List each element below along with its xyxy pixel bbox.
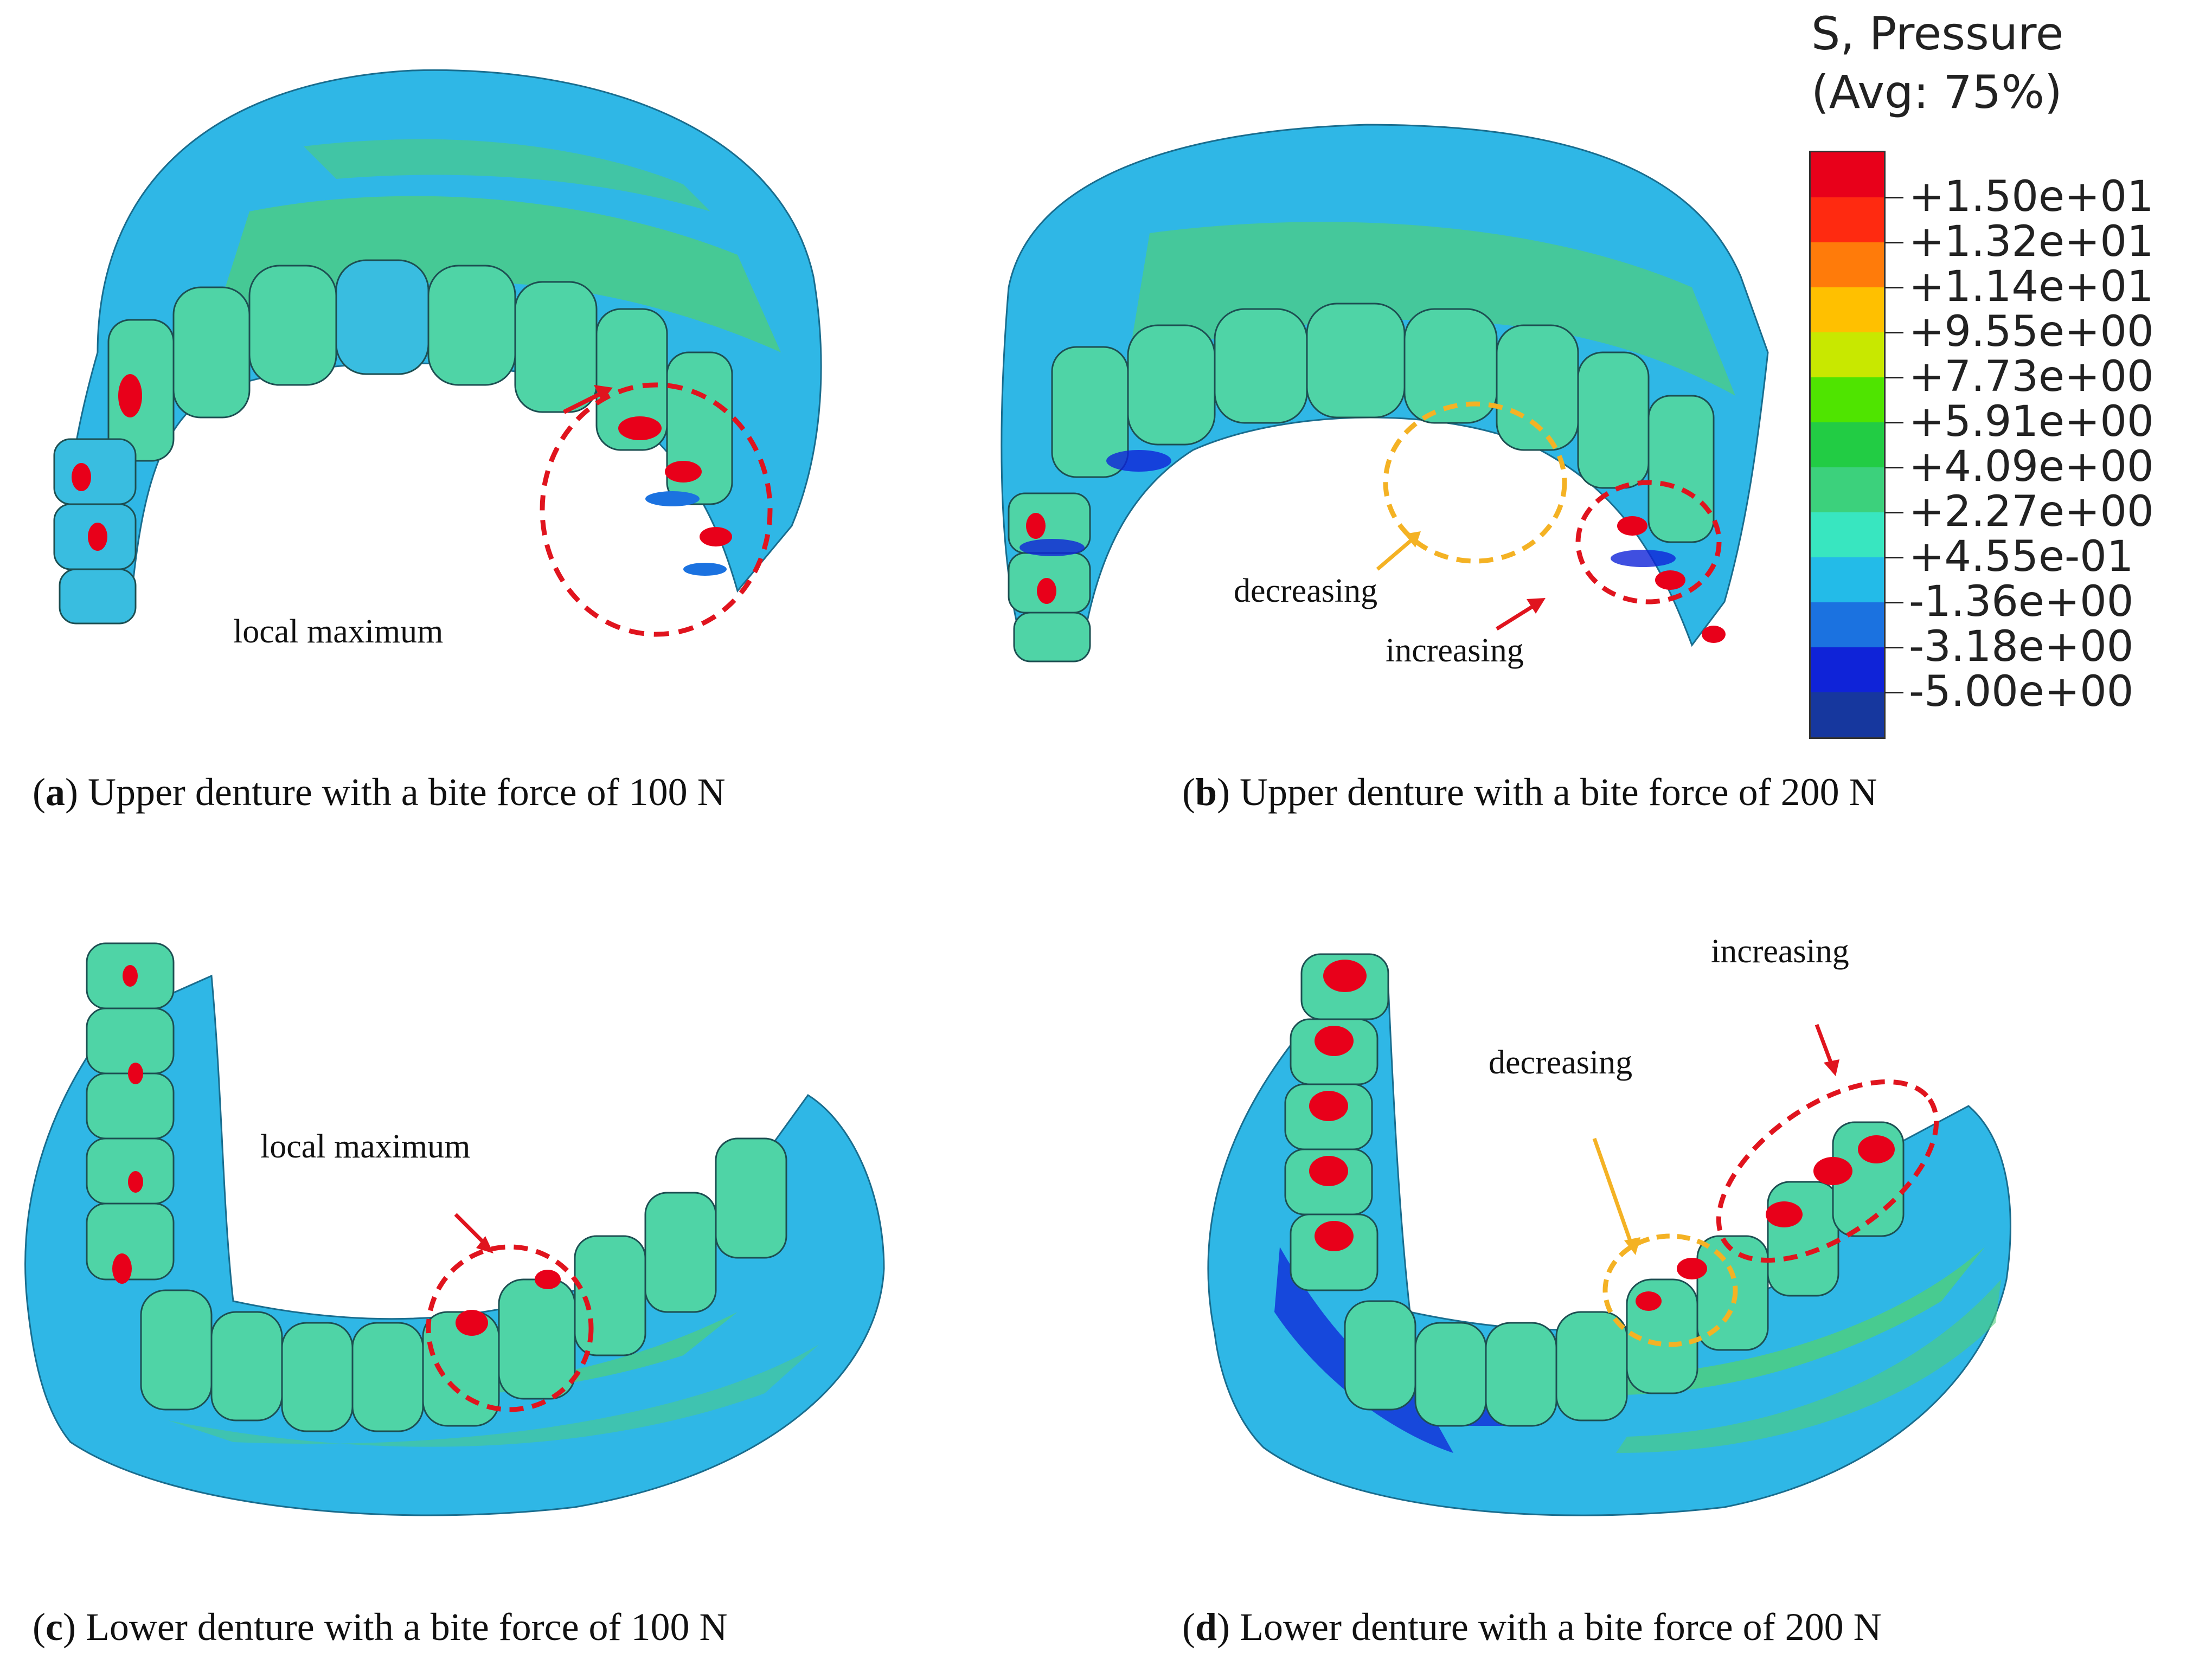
color-scale-tick (1885, 647, 1903, 648)
color-scale-tick (1885, 377, 1903, 378)
color-scale-cell (1811, 467, 1884, 512)
color-scale-tick (1885, 692, 1903, 693)
color-scale-label: +1.14e+01 (1909, 262, 2154, 311)
color-scale-tick (1885, 557, 1903, 558)
caption-c-letter: c (45, 1605, 63, 1649)
color-scale-label: +4.55e-01 (1909, 532, 2134, 581)
color-scale-tick (1885, 422, 1903, 423)
annotation-increasing-d: increasing (1711, 933, 1849, 970)
color-scale-label: -1.36e+00 (1909, 577, 2134, 626)
caption-b-letter: b (1195, 770, 1217, 814)
color-scale-tick (1885, 512, 1903, 513)
color-scale-cell (1811, 242, 1884, 287)
color-scale-cell (1811, 647, 1884, 692)
legend-title-line2: (Avg: 75%) (1811, 66, 2062, 119)
color-scale-label: +9.55e+00 (1909, 307, 2154, 356)
color-scale-label: +7.73e+00 (1909, 352, 2154, 401)
caption-b: (b) Upper denture with a bite force of 2… (1182, 770, 1877, 814)
annotation-decreasing-d: decreasing (1489, 1044, 1633, 1081)
color-scale-tick (1885, 467, 1903, 468)
annotation-increasing-b: increasing (1386, 632, 1524, 669)
color-scale-cell (1811, 602, 1884, 647)
panel-a-image (33, 49, 846, 672)
annotation-local-maximum-a: local maximum (233, 613, 444, 650)
color-scale-tick (1885, 602, 1903, 603)
color-scale-tick (1885, 242, 1903, 243)
color-scale-label: -3.18e+00 (1909, 622, 2134, 671)
panel-b-image (987, 114, 1800, 683)
caption-d-letter: d (1195, 1605, 1217, 1649)
color-scale-cell (1811, 692, 1884, 737)
color-scale-label: +2.27e+00 (1909, 487, 2154, 536)
color-scale-cell (1811, 377, 1884, 422)
caption-c-text: Lower denture with a bite force of 100 N (85, 1605, 728, 1649)
caption-d: (d) Lower denture with a bite force of 2… (1182, 1605, 1882, 1649)
color-scale-cell (1811, 197, 1884, 242)
color-scale-bar (1809, 151, 1886, 739)
panel-c-image (5, 932, 906, 1540)
annotation-decreasing-b: decreasing (1234, 573, 1378, 609)
color-scale-tick (1885, 197, 1903, 198)
color-scale-label: -5.00e+00 (1909, 667, 2134, 716)
caption-a-text: Upper denture with a bite force of 100 N (87, 770, 726, 814)
color-scale-label: +5.91e+00 (1909, 397, 2154, 446)
legend-title-line1: S, Pressure (1811, 7, 2064, 60)
annotation-local-maximum-c: local maximum (260, 1128, 471, 1165)
color-scale-cell (1811, 287, 1884, 332)
caption-a-letter: a (45, 770, 65, 814)
caption-b-text: Upper denture with a bite force of 200 N (1240, 770, 1877, 814)
color-scale-label: +4.09e+00 (1909, 442, 2154, 491)
color-scale-tick (1885, 287, 1903, 288)
color-scale-cell (1811, 422, 1884, 467)
color-scale-tick (1885, 332, 1903, 333)
caption-c: (c) Lower denture with a bite force of 1… (33, 1605, 728, 1649)
color-scale-cell (1811, 332, 1884, 377)
caption-d-text: Lower denture with a bite force of 200 N (1240, 1605, 1882, 1649)
panel-d-image (1182, 943, 2028, 1534)
color-scale-cell (1811, 512, 1884, 557)
color-scale-cell (1811, 152, 1884, 197)
color-scale-label: +1.50e+01 (1909, 172, 2154, 221)
color-scale-cell (1811, 557, 1884, 602)
caption-a: (a) Upper denture with a bite force of 1… (33, 770, 726, 814)
color-scale-label: +1.32e+01 (1909, 217, 2154, 266)
